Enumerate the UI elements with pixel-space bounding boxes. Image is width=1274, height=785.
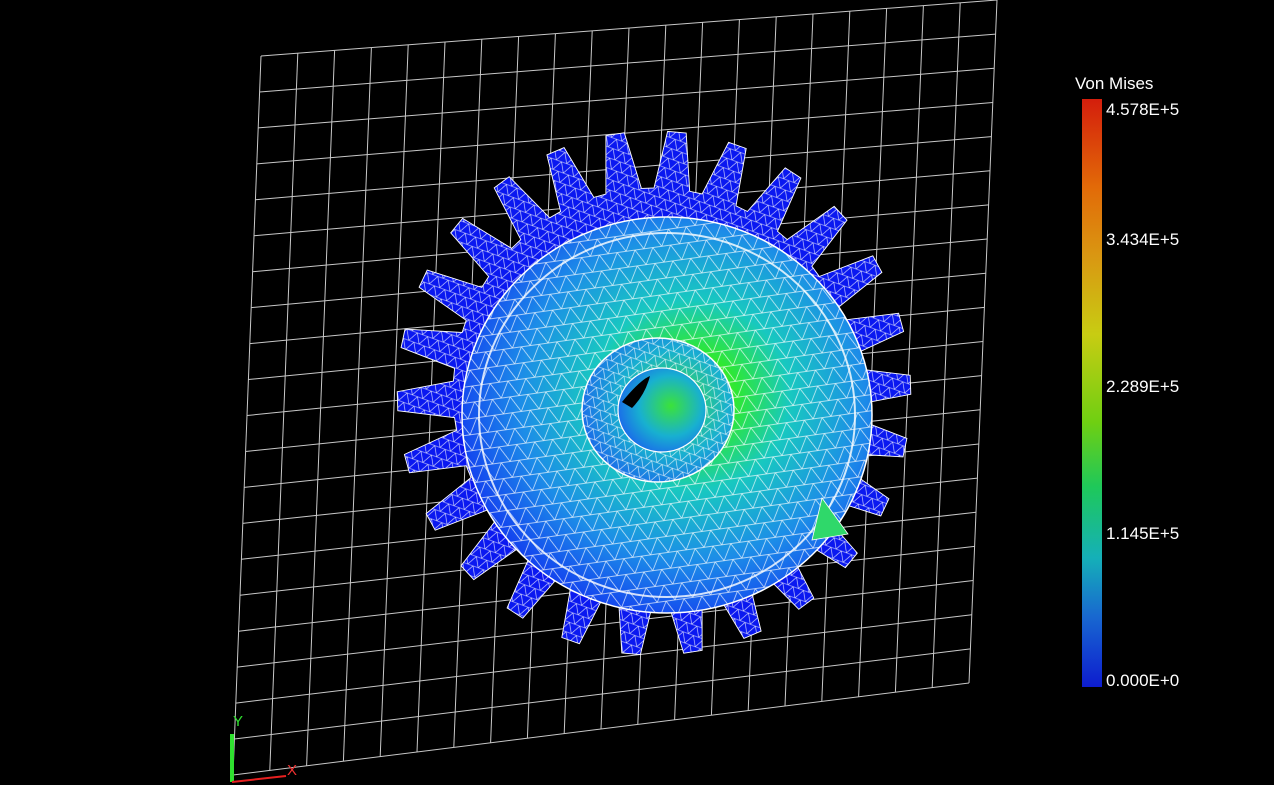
colorbar-tick: 3.434E+5 [1106, 230, 1180, 249]
colorbar-tick-min: 0.000E+0 [1106, 671, 1180, 690]
colorbar-tick: 1.145E+5 [1106, 524, 1180, 543]
gear-bore-opening [622, 376, 650, 408]
grid-line [259, 33, 996, 93]
stress-hotspot-tooth [811, 497, 849, 541]
axis-triad [230, 734, 287, 783]
gear-mesh-model[interactable] [396, 130, 912, 656]
colorbar-tick: 2.289E+5 [1106, 377, 1180, 396]
stress-colorbar [1082, 99, 1102, 687]
grid-line [232, 682, 970, 776]
grid-line [260, 0, 998, 57]
grid-line [235, 614, 972, 704]
y-axis-label: Y [233, 713, 244, 730]
grid-line [234, 648, 971, 740]
colorbar-tick-max: 4.578E+5 [1106, 100, 1180, 119]
legend-title: Von Mises [1075, 74, 1154, 93]
gear-bore [617, 367, 707, 453]
gear-rim-edge [478, 232, 856, 598]
grid-line [237, 580, 974, 668]
x-axis-label: X [287, 762, 298, 779]
grid-line [258, 67, 995, 129]
